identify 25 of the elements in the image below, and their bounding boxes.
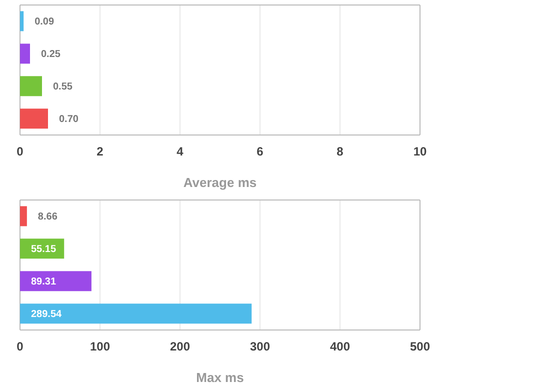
x-tick-label: 4: [176, 144, 184, 159]
x-tick-label: 10: [413, 144, 427, 159]
bar: [20, 206, 27, 226]
x-tick-label: 0: [16, 144, 24, 159]
x-tick-label: 0: [16, 340, 24, 354]
data-label: 89.31: [31, 276, 56, 288]
data-label: 0.09: [34, 16, 54, 28]
x-tick-label: 2: [96, 144, 104, 159]
x-axis-title: Average ms: [183, 175, 257, 190]
x-tick-label: 100: [90, 340, 110, 354]
bar: [20, 271, 92, 292]
data-label: 0.55: [53, 82, 73, 93]
bar: [20, 304, 252, 324]
data-label: 0.70: [59, 114, 79, 126]
data-label: 0.25: [41, 49, 61, 60]
x-tick-label: 6: [256, 144, 264, 159]
x-tick-label: 500: [410, 340, 430, 354]
x-tick-label: 300: [250, 340, 270, 354]
data-label: 289.54: [31, 309, 62, 320]
x-tick-label: 400: [330, 340, 350, 354]
data-label: 55.15: [31, 244, 56, 256]
data-label: 8.66: [38, 212, 58, 223]
x-tick-label: 8: [336, 144, 344, 159]
x-axis-title: Max ms: [196, 370, 244, 385]
x-tick-label: 200: [170, 340, 190, 354]
